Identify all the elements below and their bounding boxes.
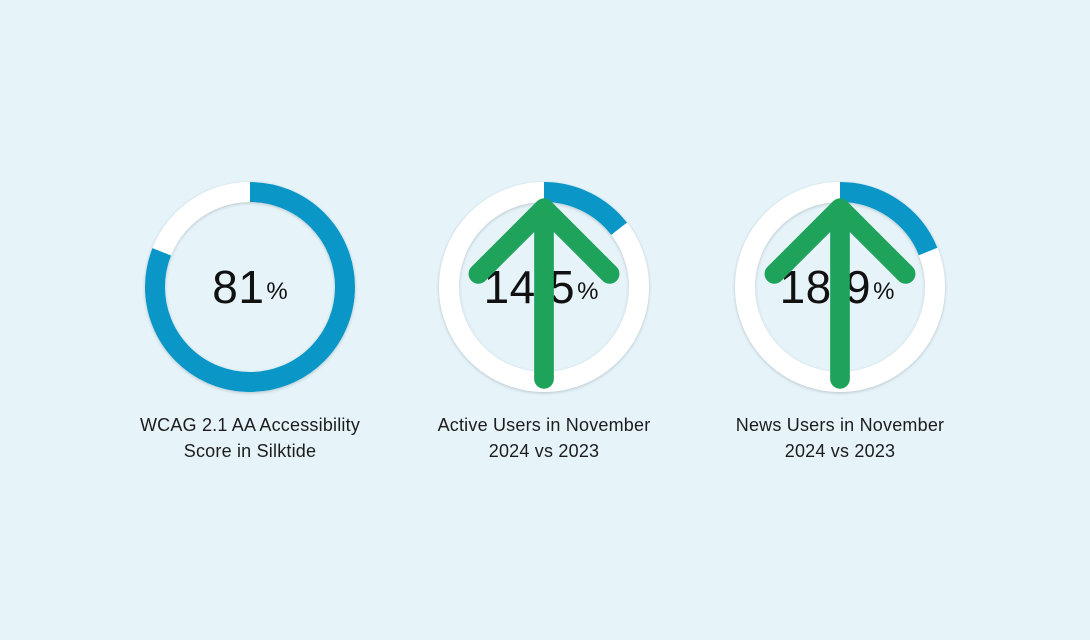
stat-card-active-users: 14.5 % Active Users in November 2024 vs … xyxy=(394,182,694,472)
caption-line: 2024 vs 2023 xyxy=(784,441,896,461)
caption-line: Score in Silktide xyxy=(183,441,317,461)
donut-value-arc xyxy=(439,182,649,392)
stat-card-news-users: 18.9 % News Users in November 2024 vs 20… xyxy=(690,182,990,472)
stat-caption: WCAG 2.1 AA Accessibility Score in Silkt… xyxy=(100,412,400,464)
value-unit: % xyxy=(577,278,599,305)
stat-caption: News Users in November 2024 vs 2023 xyxy=(690,412,990,464)
caption-line: News Users in November xyxy=(735,415,945,435)
donut-value: 81 % xyxy=(145,182,355,392)
stat-caption: Active Users in November 2024 vs 2023 xyxy=(394,412,694,464)
stat-card-accessibility: 81 % WCAG 2.1 AA Accessibility Score in … xyxy=(100,182,400,472)
value-unit: % xyxy=(266,278,288,305)
donut-chart: 81 % xyxy=(145,182,355,392)
donut-ring xyxy=(145,182,355,392)
donut-chart: 14.5 % xyxy=(439,182,649,392)
caption-line: 2024 vs 2023 xyxy=(488,441,600,461)
donut-value: 18.9 % xyxy=(735,182,945,392)
value-number: 81 xyxy=(212,261,265,313)
donut-value-arc xyxy=(145,182,355,392)
value-number: 14.5 xyxy=(483,261,576,313)
caption-line: Active Users in November xyxy=(437,415,651,435)
donut-value-arc xyxy=(735,182,945,392)
caption-line: WCAG 2.1 AA Accessibility xyxy=(139,415,361,435)
value-unit: % xyxy=(873,278,895,305)
value-number: 18.9 xyxy=(779,261,872,313)
donut-chart: 18.9 % xyxy=(735,182,945,392)
donut-value: 14.5 % xyxy=(439,182,649,392)
